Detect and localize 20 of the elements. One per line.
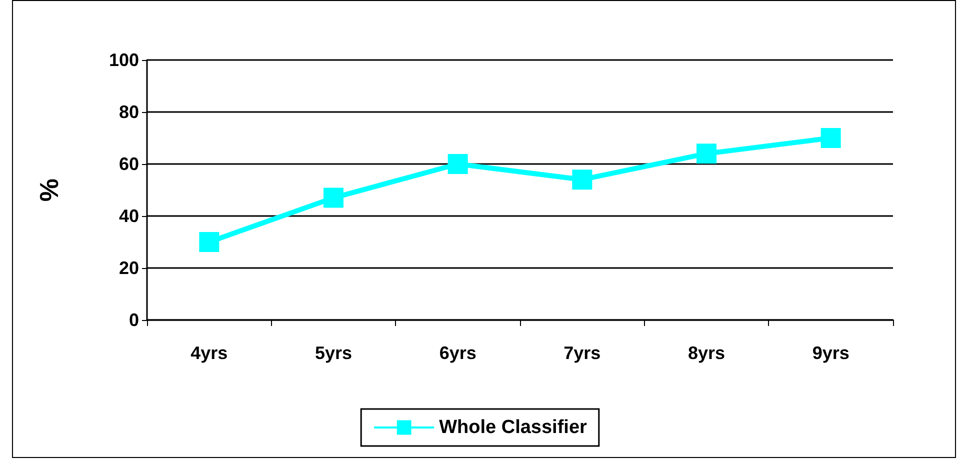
point bbox=[199, 232, 220, 252]
y-tick-label: 60 bbox=[118, 154, 139, 174]
y-tick-label: 40 bbox=[118, 206, 139, 226]
y-tick-label: 80 bbox=[118, 102, 139, 122]
legend-label: Whole Classifier bbox=[439, 417, 588, 438]
point bbox=[820, 128, 841, 148]
point bbox=[448, 154, 468, 174]
y-tick-label: 100 bbox=[108, 50, 139, 70]
point bbox=[572, 170, 592, 190]
point bbox=[324, 188, 344, 208]
x-tick-label: 6yrs bbox=[439, 343, 476, 363]
y-axis-title: % bbox=[34, 178, 64, 202]
x-tick-label: 8yrs bbox=[688, 343, 726, 363]
x-tick-label: 9yrs bbox=[812, 343, 850, 363]
x-tick-label: 7yrs bbox=[564, 343, 601, 363]
y-tick-label: 20 bbox=[118, 258, 139, 278]
x-tick-label: 5yrs bbox=[314, 343, 352, 363]
x-tick-label: 4yrs bbox=[190, 343, 228, 363]
point bbox=[696, 144, 716, 164]
y-tick-label: 0 bbox=[128, 310, 139, 330]
